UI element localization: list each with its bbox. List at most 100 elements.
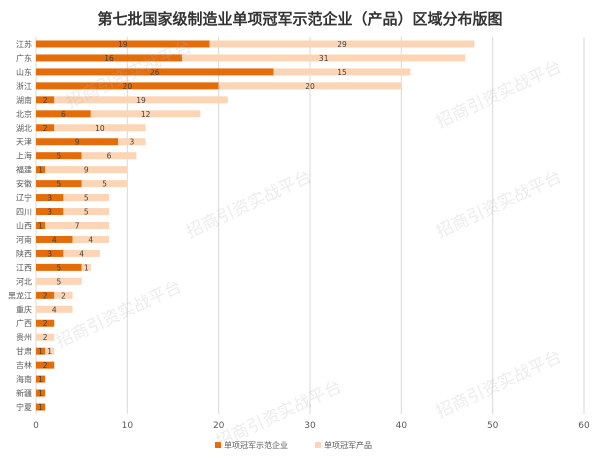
legend-label: 单项冠军产品 (324, 440, 372, 450)
data-label: 1 (38, 375, 43, 384)
bar (36, 361, 55, 369)
data-label: 10 (95, 124, 105, 133)
bar (36, 389, 46, 397)
bar (36, 403, 46, 411)
data-label: 3 (47, 194, 52, 203)
bar (209, 40, 475, 48)
bar (36, 333, 55, 341)
bar (36, 54, 183, 62)
data-label: 4 (79, 249, 84, 258)
bar (273, 68, 411, 76)
data-label: 2 (61, 291, 66, 300)
bar (63, 208, 110, 216)
bar (36, 263, 82, 271)
data-label: 1 (84, 263, 89, 272)
bar (36, 291, 55, 299)
x-tick-label: 60 (578, 421, 590, 431)
y-tick-label: 山东 (16, 67, 32, 77)
y-tick-label: 江西 (16, 263, 32, 272)
y-tick-label: 北京 (16, 109, 32, 119)
y-tick-label: 重庆 (16, 304, 32, 314)
data-label: 15 (337, 68, 347, 77)
data-label: 1 (38, 222, 43, 231)
bar (36, 347, 46, 355)
y-tick-label: 湖北 (16, 124, 32, 133)
y-tick-label: 浙江 (16, 81, 32, 91)
bar (218, 82, 402, 90)
data-label: 19 (118, 40, 128, 49)
data-label: 20 (305, 82, 315, 91)
bar (36, 82, 219, 90)
data-label: 2 (43, 319, 48, 328)
bar (54, 96, 228, 104)
bar (45, 222, 110, 229)
bar (118, 138, 146, 146)
y-tick-label: 上海 (16, 151, 32, 161)
y-tick-label: 甘肃 (16, 346, 32, 356)
bar (45, 347, 55, 355)
data-label: 5 (56, 152, 61, 161)
data-label: 20 (123, 82, 133, 91)
bar (36, 305, 73, 313)
y-tick-label: 贵州 (16, 332, 32, 342)
bar (63, 249, 100, 257)
x-tick-label: 40 (396, 421, 408, 431)
bar (36, 319, 55, 327)
bar (81, 263, 91, 271)
data-label: 3 (47, 249, 52, 258)
y-tick-label: 四川 (16, 208, 32, 217)
data-label: 1 (47, 347, 52, 356)
bar (81, 180, 128, 188)
data-label: 5 (84, 208, 89, 217)
bar (36, 166, 46, 174)
y-tick-label: 福建 (16, 165, 32, 175)
x-tick-label: 30 (304, 421, 316, 431)
data-label: 2 (43, 333, 48, 342)
x-tick-label: 50 (487, 421, 499, 431)
legend-swatch (215, 442, 221, 448)
y-tick-label: 宁夏 (16, 402, 32, 412)
bar (36, 96, 55, 104)
y-tick-label: 天津 (16, 137, 32, 147)
data-label: 29 (337, 40, 347, 49)
y-tick-label: 安徽 (16, 179, 32, 189)
y-tick-label: 黑龙江 (8, 290, 32, 300)
y-tick-label: 湖南 (16, 95, 32, 105)
y-tick-label: 广西 (16, 318, 32, 328)
y-tick-label: 陕西 (16, 248, 32, 258)
data-label: 19 (136, 96, 146, 105)
bar (36, 110, 91, 118)
bar (36, 152, 82, 160)
data-label: 5 (84, 194, 89, 203)
bar (36, 375, 46, 383)
data-label: 6 (107, 152, 112, 161)
y-tick-label: 辽宁 (16, 193, 32, 203)
y-tick-label: 广东 (16, 53, 32, 63)
bar (36, 208, 64, 216)
data-label: 1 (38, 347, 43, 356)
bar (45, 166, 128, 174)
chart-title: 第七批国家级制造业单项冠军示范企业（产品）区域分布版图 (97, 10, 503, 28)
bar (36, 277, 82, 285)
data-label: 4 (88, 235, 93, 244)
y-tick-label: 山西 (16, 221, 32, 231)
data-label: 5 (56, 277, 61, 286)
data-label: 2 (43, 291, 48, 300)
bar (36, 222, 46, 229)
data-label: 2 (43, 96, 48, 105)
y-tick-label: 河北 (16, 276, 32, 286)
bar (54, 291, 73, 299)
legend-label: 单项冠军示范企业 (224, 440, 288, 450)
data-label: 2 (43, 124, 48, 133)
x-tick-label: 0 (33, 421, 39, 431)
y-tick-label: 新疆 (16, 388, 32, 398)
data-label: 4 (52, 235, 57, 244)
data-label: 2 (43, 361, 48, 370)
data-label: 12 (141, 110, 151, 119)
bar (36, 194, 64, 202)
bar (36, 180, 82, 188)
bar (72, 235, 110, 243)
bar (36, 68, 274, 76)
